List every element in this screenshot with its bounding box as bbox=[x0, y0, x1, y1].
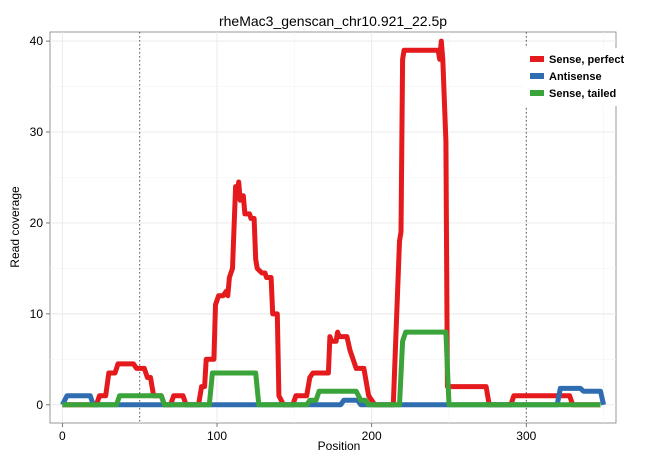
series-line-2 bbox=[62, 329, 601, 408]
y-tick-label: 0 bbox=[36, 398, 43, 412]
legend-item-antisense: Antisense bbox=[530, 71, 602, 83]
y-tick-label: 40 bbox=[30, 34, 44, 48]
legend-key-sense-perfect bbox=[530, 56, 544, 62]
series-layer bbox=[60, 38, 607, 408]
legend-key-sense-tailed bbox=[530, 90, 544, 96]
x-tick-label: 200 bbox=[362, 429, 382, 443]
axis-ticks: 0 100 200 300 0 10 20 30 40 bbox=[30, 34, 537, 443]
legend-label-sense-perfect: Sense, perfect bbox=[549, 54, 625, 66]
legend-label-antisense: Antisense bbox=[549, 71, 602, 83]
y-tick-label: 10 bbox=[30, 307, 44, 321]
series-line-1 bbox=[60, 385, 607, 408]
legend-item-sense-perfect: Sense, perfect bbox=[530, 54, 625, 66]
legend-key-antisense bbox=[530, 73, 544, 79]
x-tick-label: 100 bbox=[207, 429, 227, 443]
legend-item-sense-tailed: Sense, tailed bbox=[530, 88, 616, 100]
y-axis-label: Read coverage bbox=[8, 186, 22, 268]
y-tick-label: 20 bbox=[30, 216, 44, 230]
chart-title: rheMac3_genscan_chr10.921_22.5p bbox=[219, 13, 447, 29]
plot-panel bbox=[49, 31, 617, 424]
y-tick-label: 30 bbox=[30, 125, 44, 139]
legend-label-sense-tailed: Sense, tailed bbox=[549, 88, 616, 100]
x-tick-label: 300 bbox=[516, 429, 536, 443]
x-axis-label: Position bbox=[318, 439, 361, 453]
x-tick-label: 0 bbox=[59, 429, 66, 443]
legend: Sense, perfect Antisense Sense, tailed bbox=[524, 48, 630, 106]
